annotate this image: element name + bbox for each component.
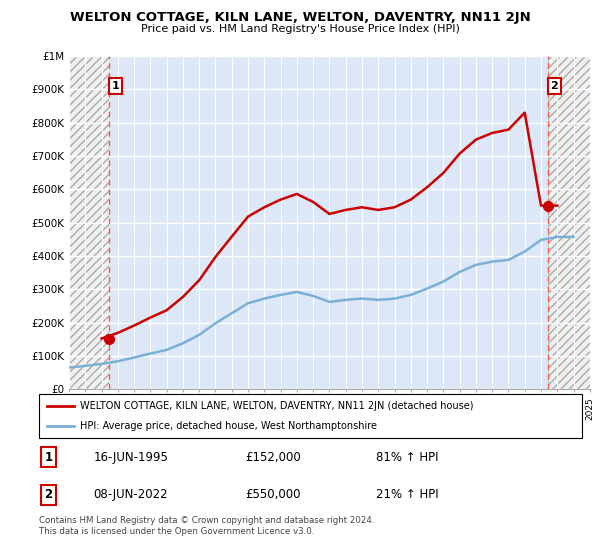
Text: £550,000: £550,000 [245, 488, 301, 501]
Text: 2: 2 [551, 81, 559, 91]
Text: 21% ↑ HPI: 21% ↑ HPI [376, 488, 438, 501]
Text: 1: 1 [44, 451, 53, 464]
Text: 1: 1 [112, 81, 119, 91]
Text: £152,000: £152,000 [245, 451, 301, 464]
Text: WELTON COTTAGE, KILN LANE, WELTON, DAVENTRY, NN11 2JN (detached house): WELTON COTTAGE, KILN LANE, WELTON, DAVEN… [80, 401, 473, 411]
Text: HPI: Average price, detached house, West Northamptonshire: HPI: Average price, detached house, West… [80, 421, 377, 431]
Text: 81% ↑ HPI: 81% ↑ HPI [376, 451, 438, 464]
Bar [548, 56, 590, 389]
Text: WELTON COTTAGE, KILN LANE, WELTON, DAVENTRY, NN11 2JN: WELTON COTTAGE, KILN LANE, WELTON, DAVEN… [70, 11, 530, 24]
Text: 16-JUN-1995: 16-JUN-1995 [94, 451, 168, 464]
Bar [69, 56, 109, 389]
Bar [109, 56, 548, 389]
Text: Contains HM Land Registry data © Crown copyright and database right 2024.
This d: Contains HM Land Registry data © Crown c… [39, 516, 374, 536]
Text: Price paid vs. HM Land Registry's House Price Index (HPI): Price paid vs. HM Land Registry's House … [140, 24, 460, 34]
Text: 08-JUN-2022: 08-JUN-2022 [94, 488, 168, 501]
Text: 2: 2 [44, 488, 53, 501]
